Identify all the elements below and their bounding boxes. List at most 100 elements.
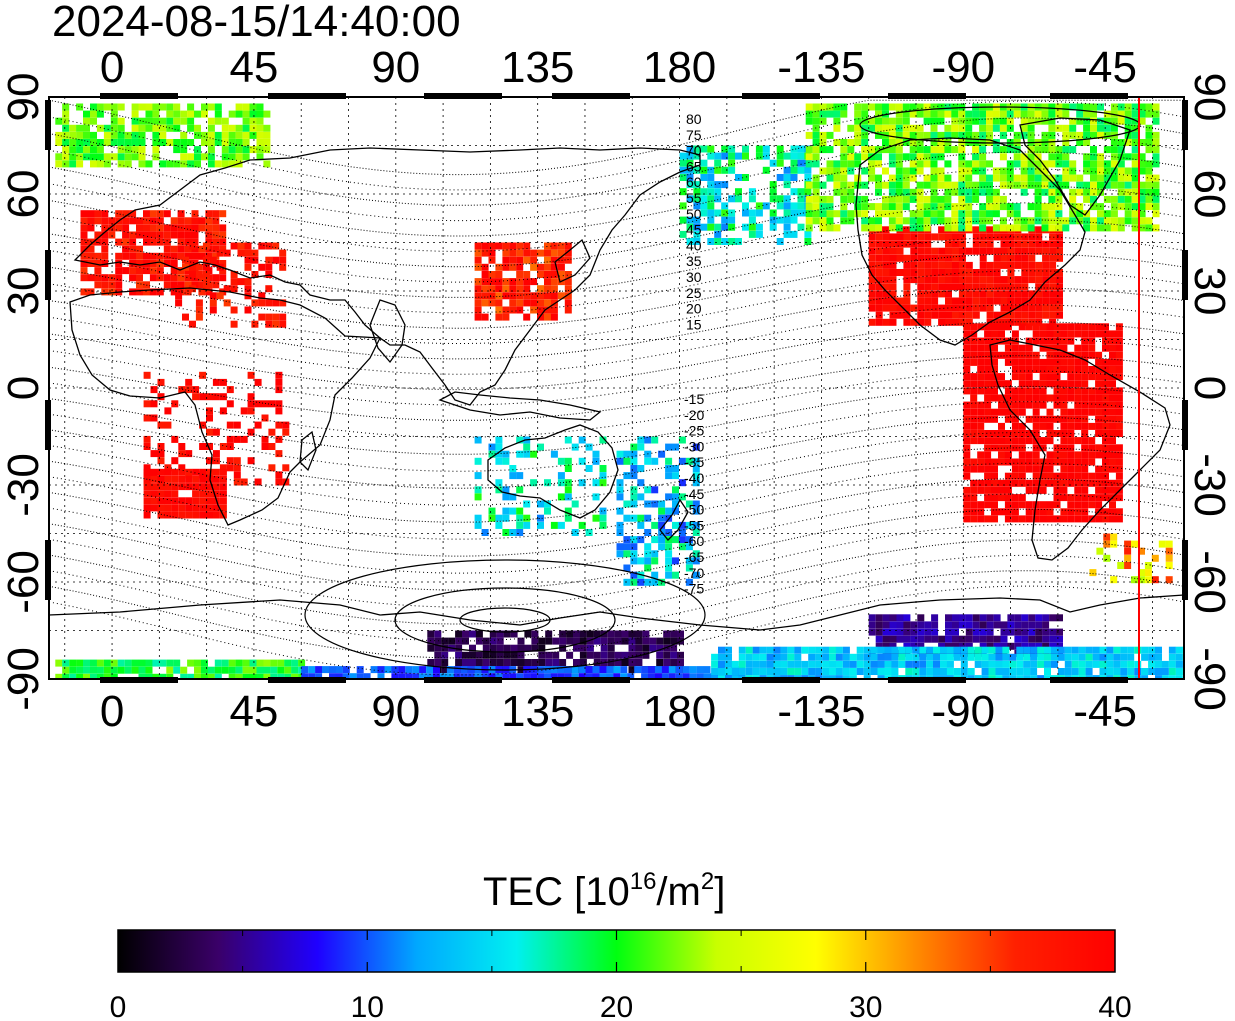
tec-cell — [847, 181, 855, 189]
tec-cell — [537, 313, 544, 321]
tec-cell — [1067, 515, 1075, 523]
tec-cell — [523, 278, 531, 286]
tec-cell — [854, 124, 862, 132]
tec-cell — [138, 666, 146, 674]
frame-bar-bottom — [100, 677, 178, 683]
tec-cell — [991, 337, 998, 345]
tec-cell — [644, 564, 652, 572]
tec-cell — [237, 278, 245, 286]
tec-cell — [214, 160, 222, 168]
tec-cell — [1067, 501, 1075, 509]
tec-cell — [1124, 554, 1132, 562]
tec-cell — [812, 153, 820, 161]
tec-cell — [342, 666, 350, 674]
tec-cell — [1074, 479, 1082, 487]
tec-cell — [1028, 276, 1036, 284]
tec-cell — [644, 550, 652, 558]
tec-cell — [1074, 494, 1082, 502]
tec-cell — [644, 486, 652, 494]
tec-cell — [707, 238, 715, 245]
tec-cell — [564, 507, 572, 515]
tec-cell — [1083, 110, 1091, 118]
tec-cell — [1083, 139, 1091, 146]
tec-cell — [1095, 394, 1103, 402]
tec-cell — [909, 160, 917, 168]
tec-cell — [658, 543, 666, 551]
tec-cell — [819, 110, 827, 118]
tec-cell — [1083, 195, 1091, 203]
tec-cell — [173, 110, 181, 118]
tec-cell — [923, 217, 931, 225]
tec-cell — [207, 146, 215, 154]
tec-cell — [986, 210, 993, 218]
tec-cell — [593, 637, 601, 645]
tec-cell — [1060, 323, 1068, 331]
tec-cell — [83, 153, 90, 161]
tec-cell — [122, 245, 130, 253]
tec-cell — [1004, 494, 1012, 502]
tec-cell — [1032, 351, 1040, 359]
tec-cell — [909, 174, 917, 182]
tec-cell — [700, 166, 708, 174]
tec-cell — [1088, 401, 1096, 409]
contour-label: 20 — [686, 301, 702, 317]
tec-cell — [1095, 330, 1103, 338]
tec-cell — [875, 188, 882, 196]
tec-cell — [1103, 110, 1111, 118]
contour-line — [49, 355, 1184, 421]
tec-cell — [870, 653, 878, 661]
tec-cell — [1092, 653, 1100, 661]
tec-cell — [206, 428, 213, 436]
tec-cell — [214, 103, 222, 111]
tec-cell — [209, 256, 217, 264]
tec-cell — [1021, 283, 1029, 291]
tec-cell — [945, 247, 952, 255]
tec-cell — [840, 188, 848, 196]
tec-cell — [1046, 437, 1054, 445]
tec-cell — [69, 673, 77, 679]
tec-cell — [826, 224, 834, 232]
tec-cell — [630, 500, 638, 508]
tec-cell — [888, 224, 896, 232]
tec-cell — [1102, 479, 1109, 487]
tec-cell — [902, 131, 910, 139]
tec-cell — [686, 238, 694, 245]
contour-line — [49, 287, 1184, 360]
tec-cell — [599, 472, 607, 480]
tec-cell — [735, 152, 742, 160]
tec-cell — [62, 131, 70, 139]
tec-cell — [986, 628, 994, 636]
tec-cell — [1124, 540, 1132, 548]
tec-cell — [1074, 515, 1082, 523]
tec-cell — [1000, 240, 1008, 248]
tec-cell — [103, 124, 111, 132]
tec-cell — [228, 146, 236, 154]
tec-cell — [256, 673, 264, 679]
tec-cell — [972, 217, 980, 225]
tec-cell — [103, 131, 111, 139]
tec-cell — [686, 145, 694, 153]
tec-cell — [205, 217, 213, 225]
tec-cell — [1018, 437, 1026, 445]
tec-cell — [166, 110, 174, 118]
tec-cell — [847, 210, 855, 218]
tec-cell — [256, 103, 264, 111]
tec-cell — [882, 261, 890, 269]
tec-cell — [783, 174, 791, 181]
tec-cell — [187, 124, 195, 132]
tec-cell — [1021, 635, 1029, 643]
tec-cell — [992, 203, 1000, 211]
tec-cell — [1034, 103, 1042, 111]
tec-cell — [1000, 290, 1008, 298]
tec-cell — [984, 451, 992, 459]
tec-cell — [960, 668, 968, 675]
tec-cell — [550, 278, 558, 286]
tec-cell — [1034, 174, 1042, 182]
tec-cell — [1081, 437, 1089, 445]
tec-cell — [1018, 422, 1026, 430]
tec-cell — [1014, 628, 1022, 636]
tec-cell — [122, 252, 130, 260]
tec-cell — [481, 278, 489, 286]
tec-cell — [202, 263, 210, 271]
tec-cell — [685, 500, 693, 508]
